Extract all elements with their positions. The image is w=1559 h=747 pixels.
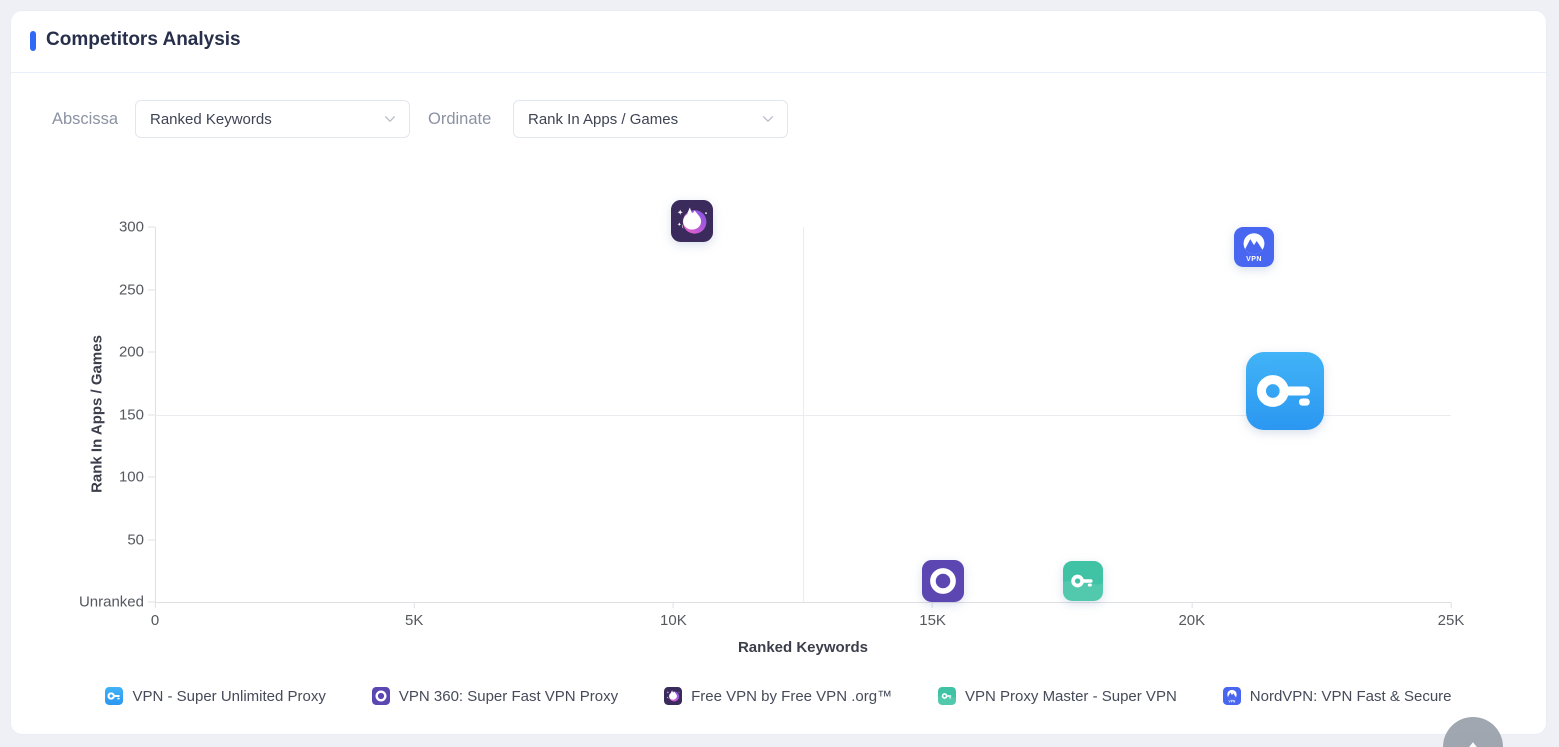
x-tick: 25K <box>1438 602 1464 629</box>
legend-item-vpn-360[interactable]: VPN 360: Super Fast VPN Proxy <box>372 687 618 705</box>
point-free-vpn-org[interactable] <box>671 200 713 242</box>
x-axis-title: Ranked Keywords <box>737 639 869 656</box>
ordinate-select-value: Rank In Apps / Games <box>528 110 679 128</box>
nordvpn-mountain-icon <box>1223 687 1241 705</box>
abscissa-label: Abscissa <box>52 110 119 128</box>
legend-label: VPN - Super Unlimited Proxy <box>132 687 326 705</box>
y-tick: Unranked <box>79 594 155 611</box>
header-divider <box>11 72 1548 73</box>
vpn360-ring-icon <box>922 560 964 602</box>
proxy-master-key-icon <box>1063 561 1103 601</box>
ordinate-label: Ordinate <box>428 110 492 128</box>
legend-label: Free VPN by Free VPN .org™ <box>691 687 893 705</box>
chevron-down-icon <box>762 116 774 122</box>
title-accent-bar <box>30 31 36 51</box>
y-tick: 50 <box>127 531 155 548</box>
chart-legend: VPN - Super Unlimited Proxy VPN 360: Sup… <box>10 687 1547 705</box>
legend-item-vpn-super-unlimited-proxy[interactable]: VPN - Super Unlimited Proxy <box>105 687 326 705</box>
legend-item-free-vpn-org[interactable]: Free VPN by Free VPN .org™ <box>664 687 892 705</box>
abscissa-select[interactable]: Ranked Keywords <box>135 100 410 138</box>
ordinate-select[interactable]: Rank In Apps / Games <box>513 100 788 138</box>
up-arrow-icon <box>1469 742 1477 747</box>
unicorn-icon <box>664 687 682 705</box>
point-vpn-proxy-master[interactable] <box>1063 561 1103 601</box>
x-tick: 0 <box>151 602 159 629</box>
y-tick: 100 <box>119 469 155 486</box>
unicorn-icon <box>671 200 713 242</box>
y-tick: 200 <box>119 344 155 361</box>
page-title: Competitors Analysis <box>46 29 241 50</box>
super-unlimited-key-icon <box>105 687 123 705</box>
x-tick: 20K <box>1178 602 1205 629</box>
y-tick: 300 <box>119 219 155 236</box>
legend-label: VPN 360: Super Fast VPN Proxy <box>398 687 619 705</box>
legend-label: VPN Proxy Master - Super VPN <box>965 687 1177 705</box>
x-axis-line <box>155 602 1451 603</box>
y-axis-title: Rank In Apps / Games <box>88 335 106 493</box>
vpn360-ring-icon <box>372 687 390 705</box>
proxy-master-key-icon <box>938 687 956 705</box>
legend-item-vpn-proxy-master[interactable]: VPN Proxy Master - Super VPN <box>938 687 1177 705</box>
x-tick: 10K <box>660 602 687 629</box>
nordvpn-mountain-icon <box>1234 227 1274 267</box>
legend-item-nordvpn[interactable]: NordVPN: VPN Fast & Secure <box>1223 687 1452 705</box>
chevron-down-icon <box>384 116 396 122</box>
super-unlimited-key-icon <box>1246 352 1324 430</box>
point-nordvpn[interactable] <box>1234 227 1274 267</box>
y-tick: 250 <box>119 281 155 298</box>
legend-label: NordVPN: VPN Fast & Secure <box>1249 687 1452 705</box>
x-tick: 5K <box>405 602 423 629</box>
y-tick: 150 <box>119 406 155 423</box>
reference-line-horizontal <box>155 414 1451 416</box>
point-vpn-super-unlimited-proxy[interactable] <box>1246 352 1324 430</box>
x-tick: 15K <box>919 602 946 629</box>
abscissa-select-value: Ranked Keywords <box>150 110 272 128</box>
point-vpn-360[interactable] <box>922 560 964 602</box>
